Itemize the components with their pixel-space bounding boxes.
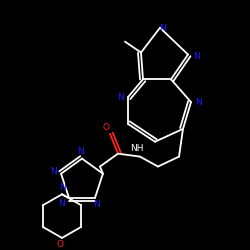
Text: N: N: [50, 167, 56, 176]
Text: N: N: [58, 198, 64, 207]
Text: N: N: [60, 183, 66, 192]
Text: O: O: [56, 240, 64, 249]
Text: N: N: [94, 200, 100, 209]
Text: N: N: [116, 93, 123, 102]
Text: N: N: [196, 98, 202, 106]
Text: N: N: [160, 24, 166, 33]
Text: O: O: [102, 123, 110, 132]
Text: NH: NH: [130, 144, 144, 153]
Text: N: N: [76, 147, 84, 156]
Text: N: N: [192, 52, 200, 61]
